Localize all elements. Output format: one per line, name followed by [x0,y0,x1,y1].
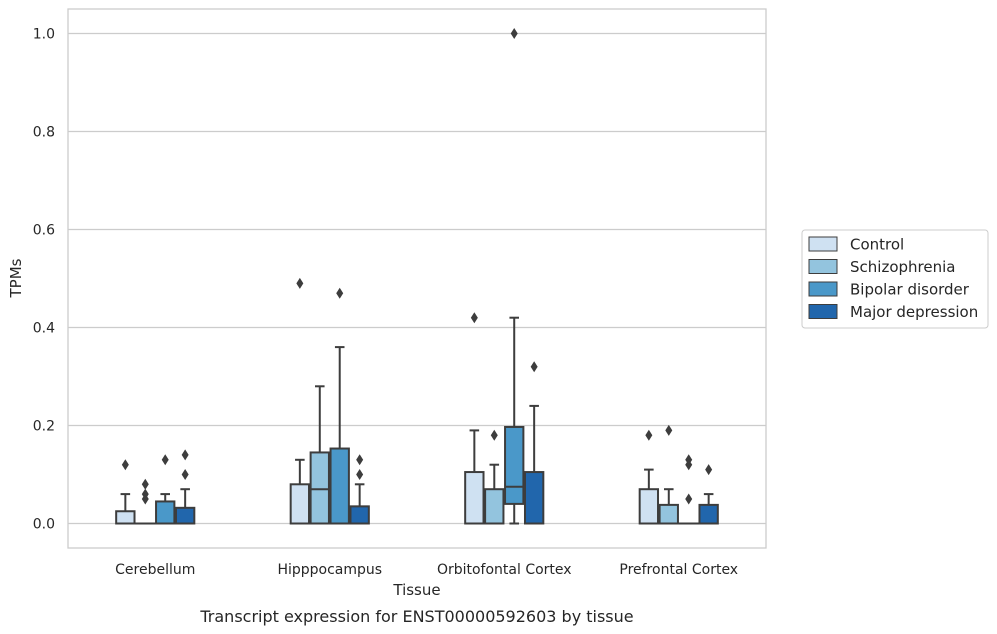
outlier-point [336,287,344,299]
x-tick-labels: Cerebellum Hipppocampus Orbitofontal Corte… [115,562,738,578]
box [678,454,699,525]
box [349,454,370,525]
x-tick-label: Prefrontal Cortex [619,562,738,578]
box [658,424,679,525]
outlier-point [121,459,129,471]
outlier-point [181,449,189,461]
grid-lines [68,32,766,525]
y-tick-label: 0.2 [33,419,55,435]
plot-frame [67,8,767,549]
box [698,464,719,525]
box [155,454,176,525]
box-body [484,488,505,525]
box [464,312,485,525]
box-body [115,510,136,525]
legend-label: Major depression [850,303,978,321]
box-body [174,506,196,525]
box-body [155,500,176,525]
outlier-point [510,28,518,39]
outlier-point [141,488,149,500]
box-body [698,503,719,525]
box [523,361,545,525]
y-axis-label: TPMs [7,258,25,298]
outlier-point [356,469,364,480]
box-body [309,451,330,525]
box [309,385,330,525]
outlier-point [356,454,364,466]
box [135,478,156,525]
box-body [638,488,660,525]
legend-swatch [808,236,838,252]
box [504,28,525,525]
y-tick-label: 1.0 [33,27,55,43]
legend-label: Bipolar disorder [850,281,970,299]
x-tick-label: Orbitofontal Cortex [437,562,572,578]
box-group [115,28,719,525]
box-body [289,483,311,525]
y-tick-label: 0.0 [33,517,55,533]
outlier-point [161,454,169,466]
y-tick-labels: 0.0 0.2 0.4 0.6 0.8 1.0 [33,27,55,533]
outlier-point [685,454,693,466]
box-body [504,425,525,505]
box [484,429,505,525]
legend-swatch [808,281,838,297]
legend-label: Control [850,236,904,254]
outlier-point [296,277,304,289]
legend-frame [801,229,989,329]
outlier-point [645,429,653,441]
outlier-point [665,424,673,436]
box [638,429,660,525]
outlier-point [470,312,478,324]
outlier-point [685,493,693,505]
outlier-point [490,429,498,441]
box-body [329,447,350,525]
box-body [658,503,679,525]
y-tick-label: 0.8 [33,125,55,141]
x-tick-label: Hipppocampus [277,562,382,578]
outlier-point [141,478,149,490]
legend-label: Schizophrenia [850,258,955,276]
x-tick-label: Cerebellum [115,562,195,578]
box-body [523,471,545,525]
y-tick-label: 0.4 [33,321,55,337]
outlier-point [181,469,189,480]
box [329,287,350,525]
outlier-point [530,361,538,373]
outlier-point [705,464,713,476]
box [289,277,311,525]
legend-swatch [808,259,838,274]
box-body [464,471,485,525]
legend: Control Schizophrenia Bipolar disorder Majo… [801,229,989,329]
box-body [349,505,370,525]
box [115,459,136,525]
y-tick-label: 0.6 [33,223,55,239]
legend-swatch [808,304,838,319]
chart-caption: Transcript expression for ENST0000059260… [199,607,633,626]
box [174,449,196,525]
x-axis-label: Tissue [392,581,440,599]
